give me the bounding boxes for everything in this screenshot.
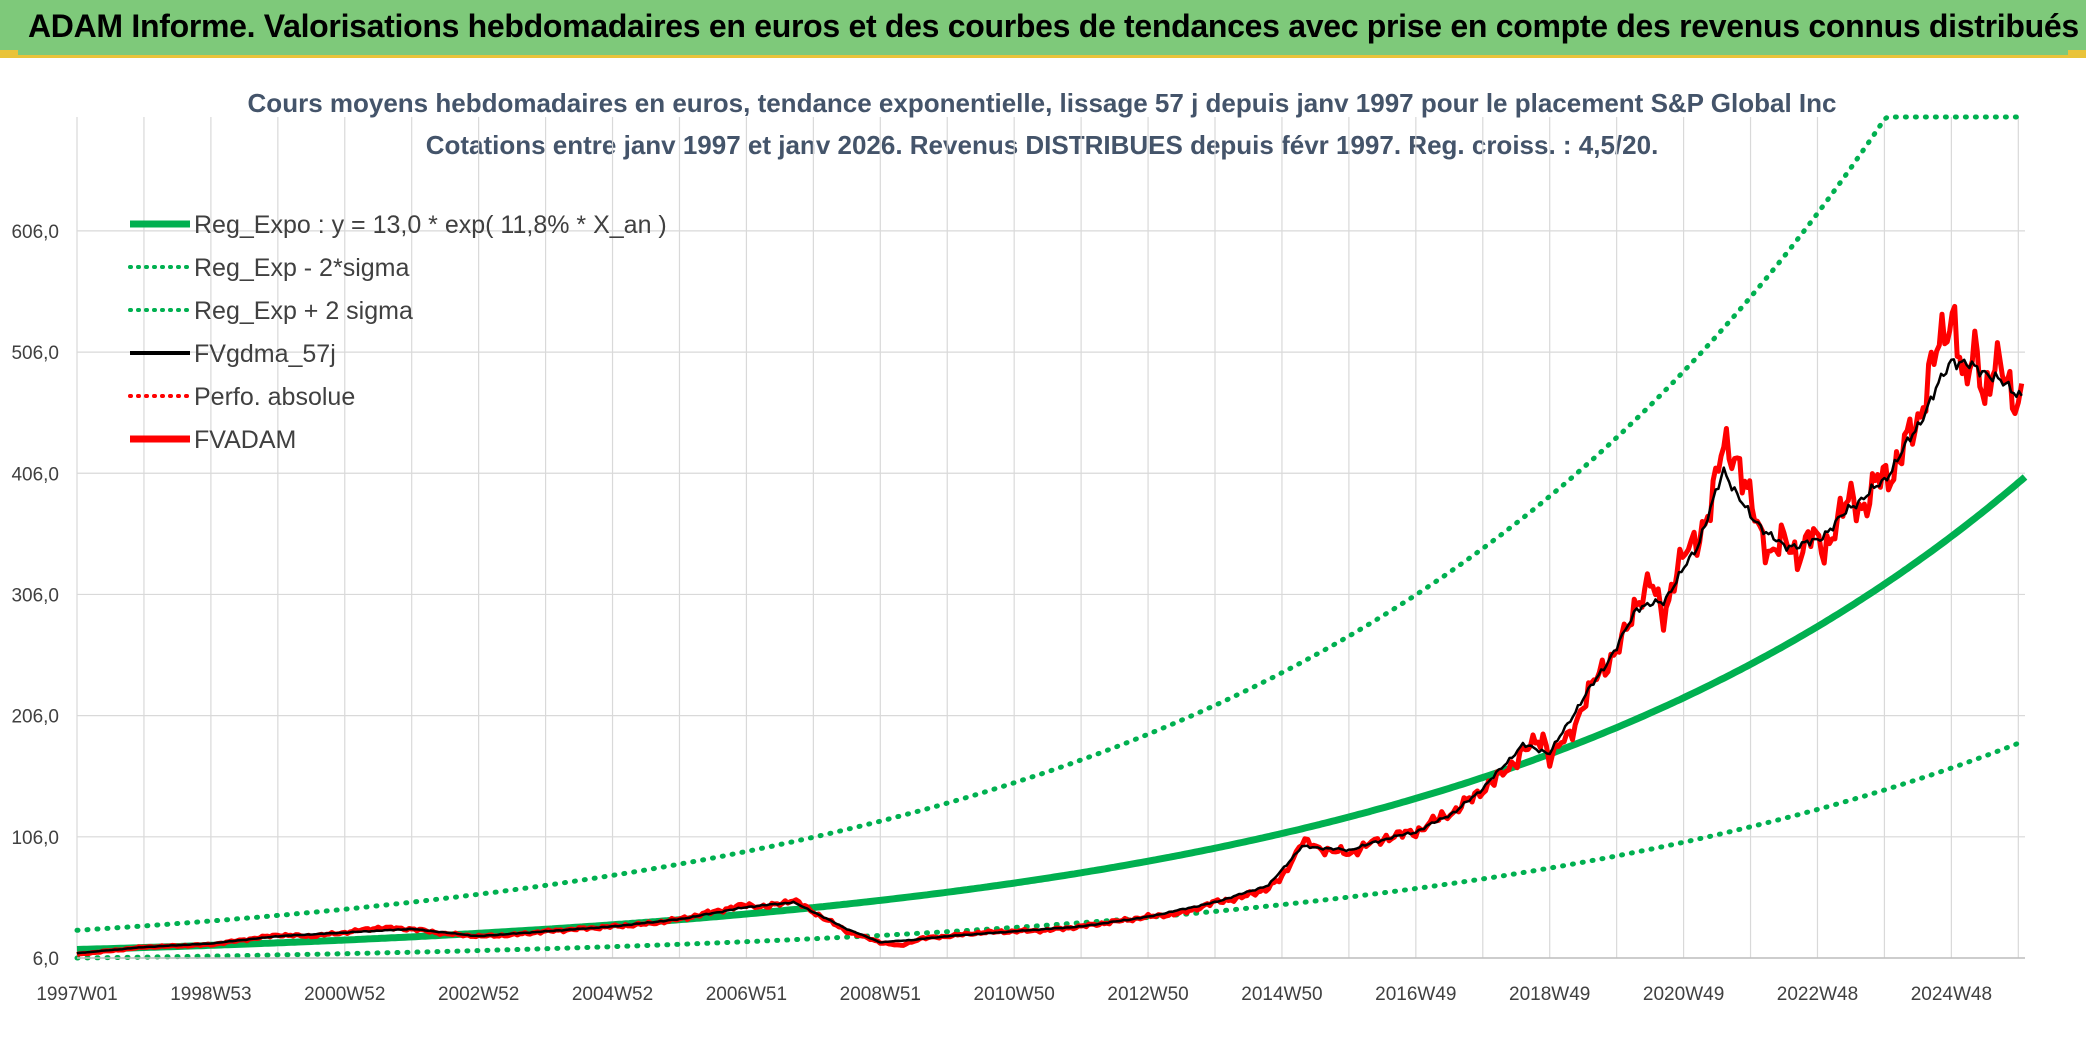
x-tick-label: 1998W53 [170, 984, 251, 1005]
x-tick-label: 2018W49 [1509, 984, 1590, 1005]
x-tick-label: 2014W50 [1241, 984, 1322, 1005]
legend-label: Reg_Expo : y = 13,0 * exp( 11,8% * X_an … [194, 211, 667, 239]
series-reg-expo [76, 474, 2028, 953]
legend-label: Reg_Exp - 2*sigma [194, 254, 409, 282]
legend: Reg_Expo : y = 13,0 * exp( 11,8% * X_an … [128, 211, 667, 454]
x-tick-label: 2022W48 [1777, 984, 1858, 1005]
legend-label: FVADAM [194, 426, 296, 454]
series-reg-exp-plus-2sigma [74, 114, 2028, 933]
x-tick-label: 2010W50 [974, 984, 1055, 1005]
header-banner: ADAM Informe. Valorisations hebdomadaire… [0, 0, 2086, 58]
y-tick-label: 6,0 [33, 949, 59, 970]
x-tick-label: 2006W51 [706, 984, 787, 1005]
corner-accent-left [0, 50, 18, 58]
grid [76, 117, 2025, 959]
axes: 6,0 106,0 206,0 306,0 406,0 506,0 606,0 1997W01… [11, 222, 2025, 1005]
legend-label: FVgdma_57j [194, 340, 336, 368]
x-tick-label: 2000W52 [304, 984, 385, 1005]
y-tick-label: 606,0 [11, 222, 59, 243]
chart-title: Cours moyens hebdomadaires en euros, ten… [248, 88, 1837, 118]
y-tick-label: 206,0 [11, 707, 59, 728]
corner-accent-right [2068, 50, 2086, 58]
y-tick-label: 406,0 [11, 464, 59, 485]
page-title: ADAM Informe. Valorisations hebdomadaire… [28, 8, 2079, 44]
chart-subtitle: Cotations entre janv 1997 et janv 2026. … [426, 130, 1659, 160]
series-fvgdma-57j [76, 358, 2023, 955]
x-tick-label: 2004W52 [572, 984, 653, 1005]
series-fvadam [76, 303, 2025, 957]
x-tick-label: 2020W49 [1643, 984, 1724, 1005]
legend-label: Perfo. absolue [194, 383, 355, 411]
legend-label: Reg_Exp + 2 sigma [194, 297, 413, 325]
x-tick-label: 2024W48 [1911, 984, 1992, 1005]
x-tick-label: 2012W50 [1107, 984, 1188, 1005]
y-tick-label: 106,0 [11, 828, 59, 849]
x-tick-label: 2008W51 [840, 984, 921, 1005]
x-tick-label: 1997W01 [36, 984, 117, 1005]
y-tick-label: 506,0 [11, 343, 59, 364]
x-tick-label: 2016W49 [1375, 984, 1456, 1005]
x-tick-label: 2002W52 [438, 984, 519, 1005]
series-layer [74, 114, 2028, 961]
y-tick-label: 306,0 [11, 585, 59, 606]
series-reg-exp-minus-2sigma [74, 738, 2028, 961]
